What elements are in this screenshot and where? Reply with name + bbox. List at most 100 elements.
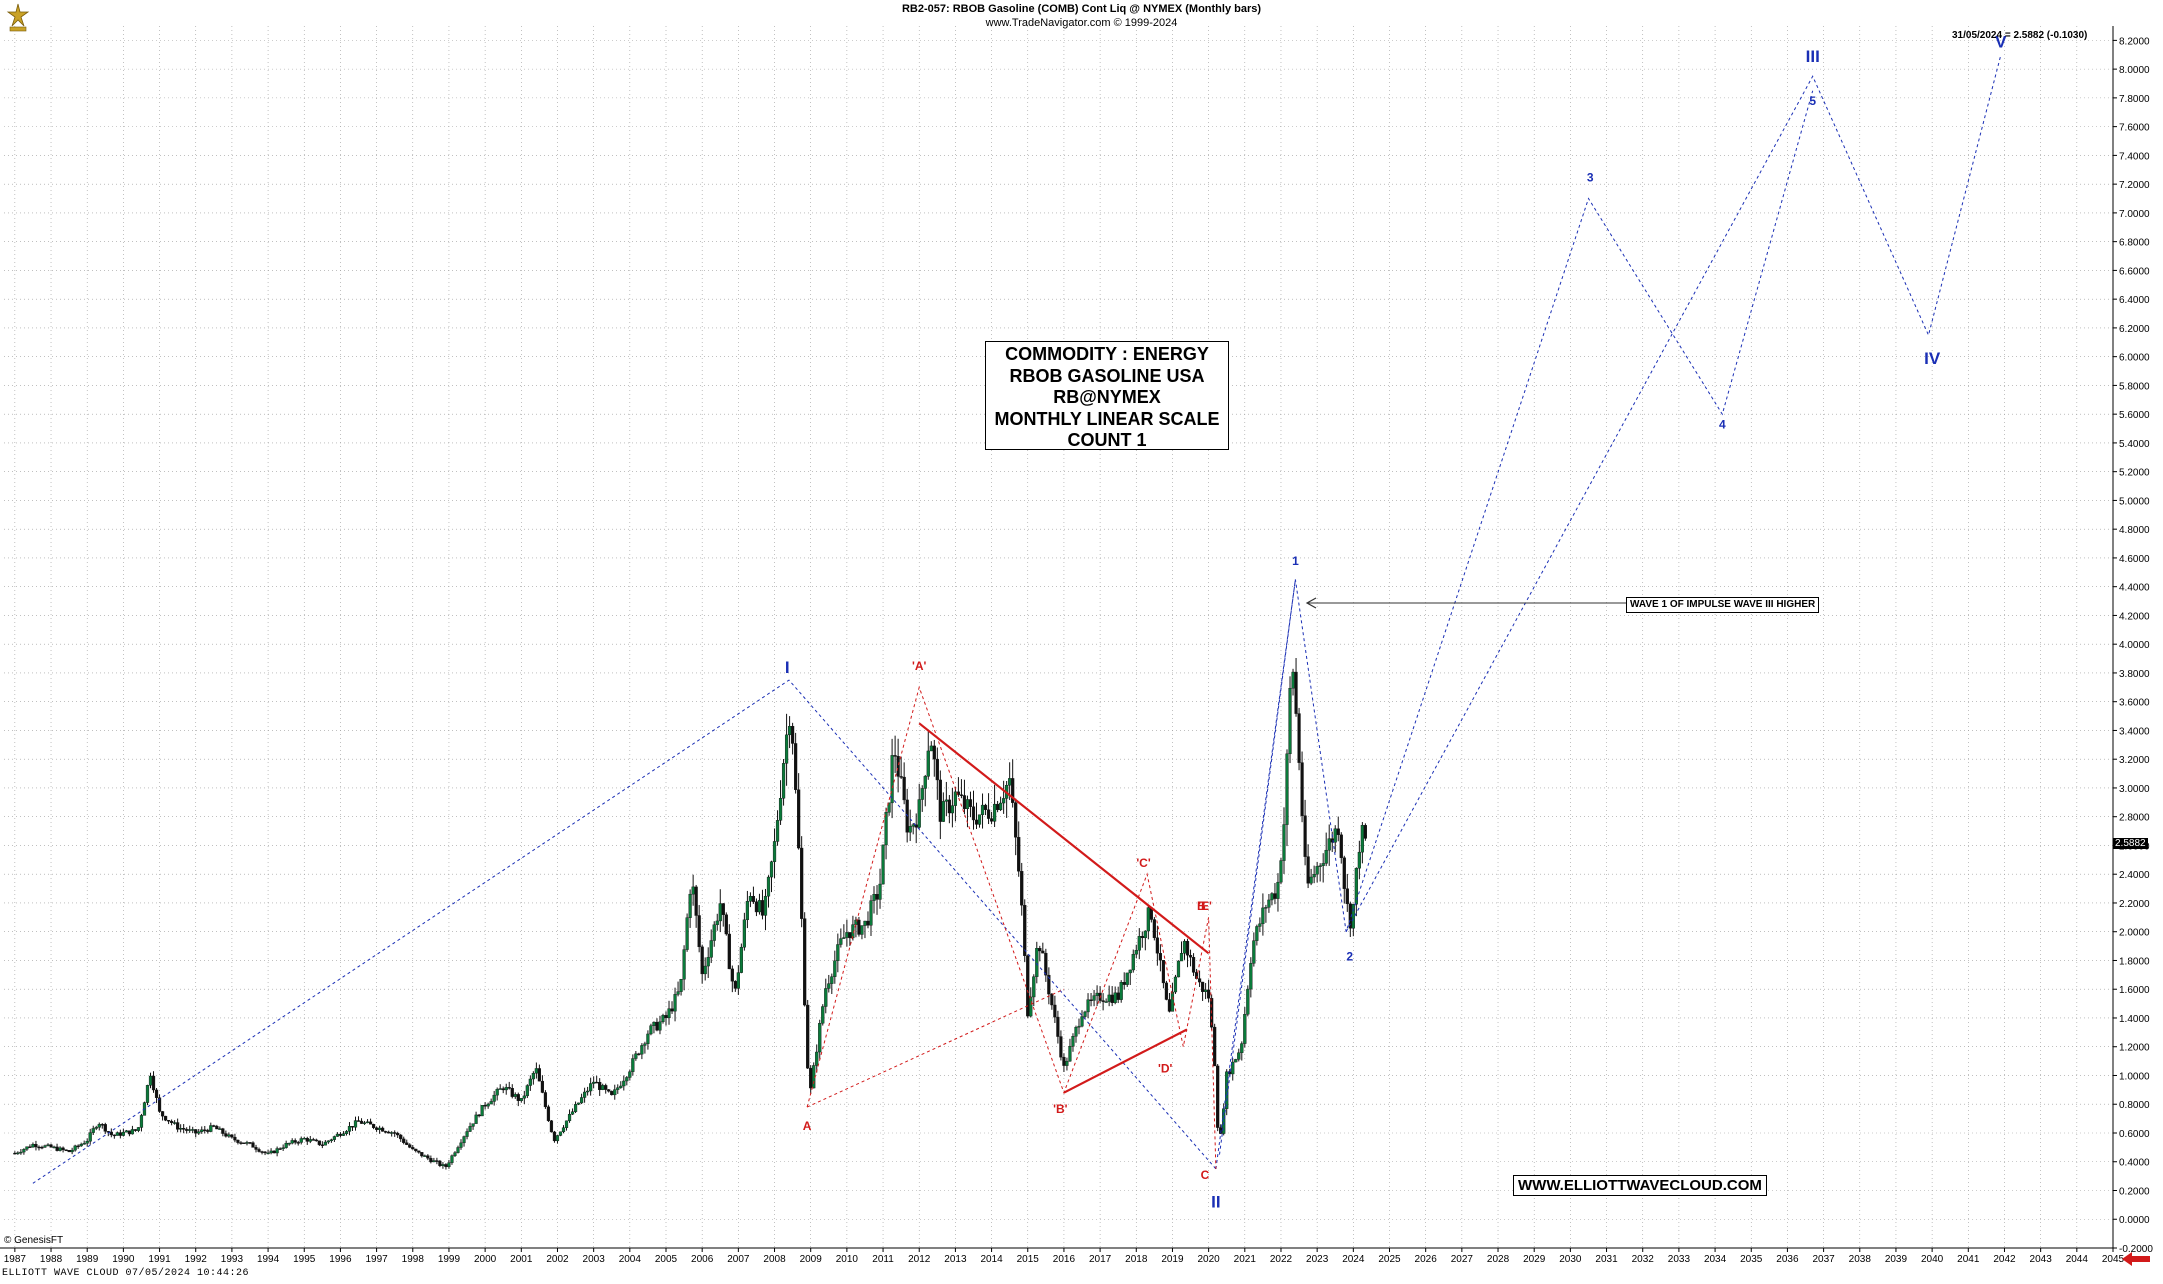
bar-body <box>914 824 918 828</box>
bar-body <box>109 1131 113 1136</box>
bar-body <box>525 1085 529 1097</box>
bar-body <box>884 812 888 846</box>
bar-body <box>1161 960 1166 984</box>
wave-label: 1 <box>1292 554 1299 568</box>
bar-body <box>1330 838 1334 843</box>
bar-body <box>628 1071 632 1078</box>
bar-body <box>402 1138 406 1143</box>
bar-body <box>1122 982 1126 985</box>
bar-body <box>70 1149 74 1153</box>
bar-body <box>1294 671 1298 714</box>
bar-body <box>1026 955 1030 1017</box>
bar-body <box>37 1146 41 1149</box>
bar-body <box>236 1139 240 1143</box>
x-tick-label: 2045 <box>2102 1254 2125 1265</box>
bar-body <box>176 1122 180 1130</box>
bar-body <box>88 1132 92 1142</box>
bar-body <box>968 799 973 807</box>
bar-body <box>658 1021 662 1031</box>
bar-body <box>989 818 994 822</box>
y-tick-label: 0.8000 <box>2119 1100 2150 1111</box>
bar-body <box>920 788 924 800</box>
bar-body <box>293 1140 297 1143</box>
x-tick-label: 2033 <box>1668 1254 1691 1265</box>
bar-body <box>1104 1001 1108 1003</box>
bar-body <box>91 1128 95 1133</box>
bar-body <box>1119 982 1123 1000</box>
bar-body <box>1188 954 1193 958</box>
x-tick-label: 1989 <box>76 1254 99 1265</box>
bar-body <box>1333 828 1337 843</box>
callout-arrow <box>1305 597 1626 609</box>
y-tick-label: 6.4000 <box>2119 295 2150 306</box>
x-tick-label: 1996 <box>329 1254 352 1265</box>
y-tick-label: 7.8000 <box>2119 94 2150 105</box>
bar-body <box>622 1080 626 1087</box>
x-tick-label: 2044 <box>2066 1254 2089 1265</box>
y-tick-label: 8.2000 <box>2119 36 2150 47</box>
bar-body <box>1140 936 1144 939</box>
bar-body <box>266 1152 270 1155</box>
bar-body <box>260 1151 264 1153</box>
x-tick-label: 2015 <box>1017 1254 1040 1265</box>
bar-body <box>1216 1065 1220 1128</box>
x-tick-label: 1999 <box>438 1254 461 1265</box>
bar-body <box>781 763 786 799</box>
footer-label: ELLIOTT WAVE CLOUD 07/05/2024 10:44:26 <box>2 1268 250 1279</box>
bar-body <box>718 903 722 922</box>
bar-body <box>1068 1046 1072 1062</box>
bar-body <box>983 804 988 810</box>
bar-body <box>923 776 927 789</box>
y-tick-label: -0.2000 <box>2119 1244 2153 1255</box>
wave-label: 4 <box>1719 418 1726 432</box>
bar-body <box>836 944 840 962</box>
bar-body <box>890 755 894 804</box>
bar-body <box>139 1115 144 1128</box>
wave-line <box>806 685 1217 1169</box>
bar-body <box>393 1132 397 1134</box>
bar-body <box>860 925 864 935</box>
scroll-arrow-icon[interactable] <box>2122 1252 2150 1266</box>
bar-body <box>483 1105 487 1107</box>
bar-body <box>76 1145 80 1148</box>
bar-body <box>396 1132 400 1136</box>
x-tick-label: 2024 <box>1342 1254 1365 1265</box>
bar-body <box>320 1144 324 1146</box>
bar-body <box>685 917 689 950</box>
bar-body <box>118 1132 122 1136</box>
trendline <box>918 722 1210 955</box>
x-tick-label: 1997 <box>365 1254 388 1265</box>
bar-body <box>974 819 979 825</box>
bar-body <box>58 1147 62 1151</box>
bar-body <box>224 1133 228 1137</box>
bar-body <box>329 1139 333 1142</box>
bar-body <box>576 1102 581 1105</box>
bar-body <box>239 1142 243 1144</box>
bar-body <box>857 919 861 935</box>
y-tick-label: 7.0000 <box>2119 209 2150 220</box>
bar-body <box>368 1121 373 1125</box>
bar-body <box>1200 981 1205 992</box>
x-tick-label: 2001 <box>510 1254 533 1265</box>
x-tick-label: 1988 <box>40 1254 63 1265</box>
bar-body <box>426 1155 430 1159</box>
y-tick-label: 1.2000 <box>2119 1043 2150 1054</box>
info-line: MONTHLY LINEAR SCALE <box>994 408 1220 429</box>
bar-body <box>694 886 698 916</box>
website-label: WWW.ELLIOTTWAVECLOUD.COM <box>1513 1175 1767 1196</box>
bar-body <box>631 1058 635 1072</box>
info-line: RBOB GASOLINE USA <box>1009 365 1205 386</box>
wave-label: 'A' <box>912 659 927 673</box>
bar-body <box>1080 1016 1084 1027</box>
bar-body <box>94 1127 98 1129</box>
bar-body <box>82 1143 86 1145</box>
bar-body <box>287 1142 291 1145</box>
wave-callout-label: WAVE 1 OF IMPULSE WAVE III HIGHER <box>1626 597 1820 613</box>
bar-body <box>1089 999 1093 1001</box>
y-tick-label: 4.2000 <box>2119 611 2150 622</box>
bar-body <box>154 1089 159 1098</box>
bar-body <box>248 1142 252 1144</box>
bar-body <box>1213 1026 1217 1067</box>
bar-body <box>703 965 707 975</box>
